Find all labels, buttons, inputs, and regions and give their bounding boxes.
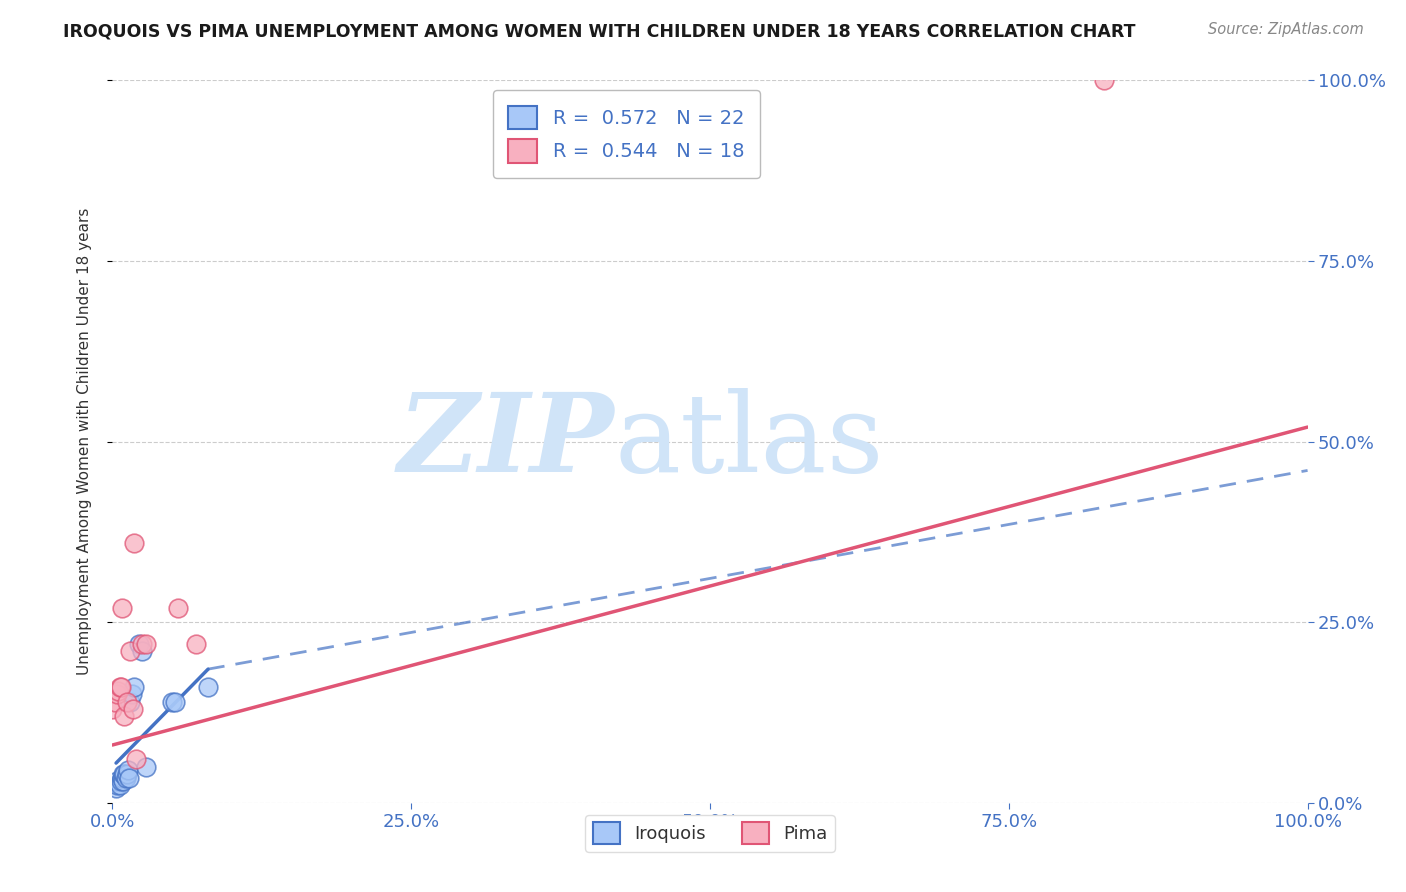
Point xyxy=(131,644,153,658)
Point xyxy=(121,687,143,701)
Point xyxy=(104,695,127,709)
Point xyxy=(122,535,145,549)
Point xyxy=(105,774,128,789)
Point xyxy=(110,680,132,694)
Point xyxy=(120,644,142,658)
Point xyxy=(120,695,142,709)
Text: atlas: atlas xyxy=(614,388,884,495)
Point xyxy=(115,767,138,781)
Point xyxy=(105,778,128,792)
Point xyxy=(122,680,145,694)
Point xyxy=(105,781,128,796)
Point xyxy=(108,778,131,792)
Y-axis label: Unemployment Among Women with Children Under 18 years: Unemployment Among Women with Children U… xyxy=(77,208,91,675)
Text: Source: ZipAtlas.com: Source: ZipAtlas.com xyxy=(1208,22,1364,37)
Text: IROQUOIS VS PIMA UNEMPLOYMENT AMONG WOMEN WITH CHILDREN UNDER 18 YEARS CORRELATI: IROQUOIS VS PIMA UNEMPLOYMENT AMONG WOME… xyxy=(63,22,1136,40)
Point xyxy=(167,600,190,615)
Point xyxy=(114,767,135,781)
Point xyxy=(117,764,139,778)
Point xyxy=(121,702,143,716)
Legend: Iroquois, Pima: Iroquois, Pima xyxy=(585,815,835,852)
Point xyxy=(118,771,141,785)
Point xyxy=(114,771,136,785)
Point xyxy=(111,600,134,615)
Point xyxy=(105,687,128,701)
Point xyxy=(135,637,157,651)
Point xyxy=(114,709,135,723)
Point xyxy=(128,637,150,651)
Text: ZIP: ZIP xyxy=(398,388,614,495)
Point xyxy=(186,637,208,651)
Point xyxy=(115,695,138,709)
Point xyxy=(112,767,135,781)
Point xyxy=(101,702,124,716)
Point xyxy=(108,680,131,694)
Point xyxy=(107,683,129,698)
Point xyxy=(110,774,132,789)
Point xyxy=(112,774,135,789)
Point xyxy=(135,760,157,774)
Point xyxy=(163,695,186,709)
Point xyxy=(111,771,134,785)
Point xyxy=(125,752,148,766)
Point xyxy=(162,695,183,709)
Point xyxy=(1094,73,1116,87)
Point xyxy=(197,680,219,694)
Point xyxy=(131,637,153,651)
